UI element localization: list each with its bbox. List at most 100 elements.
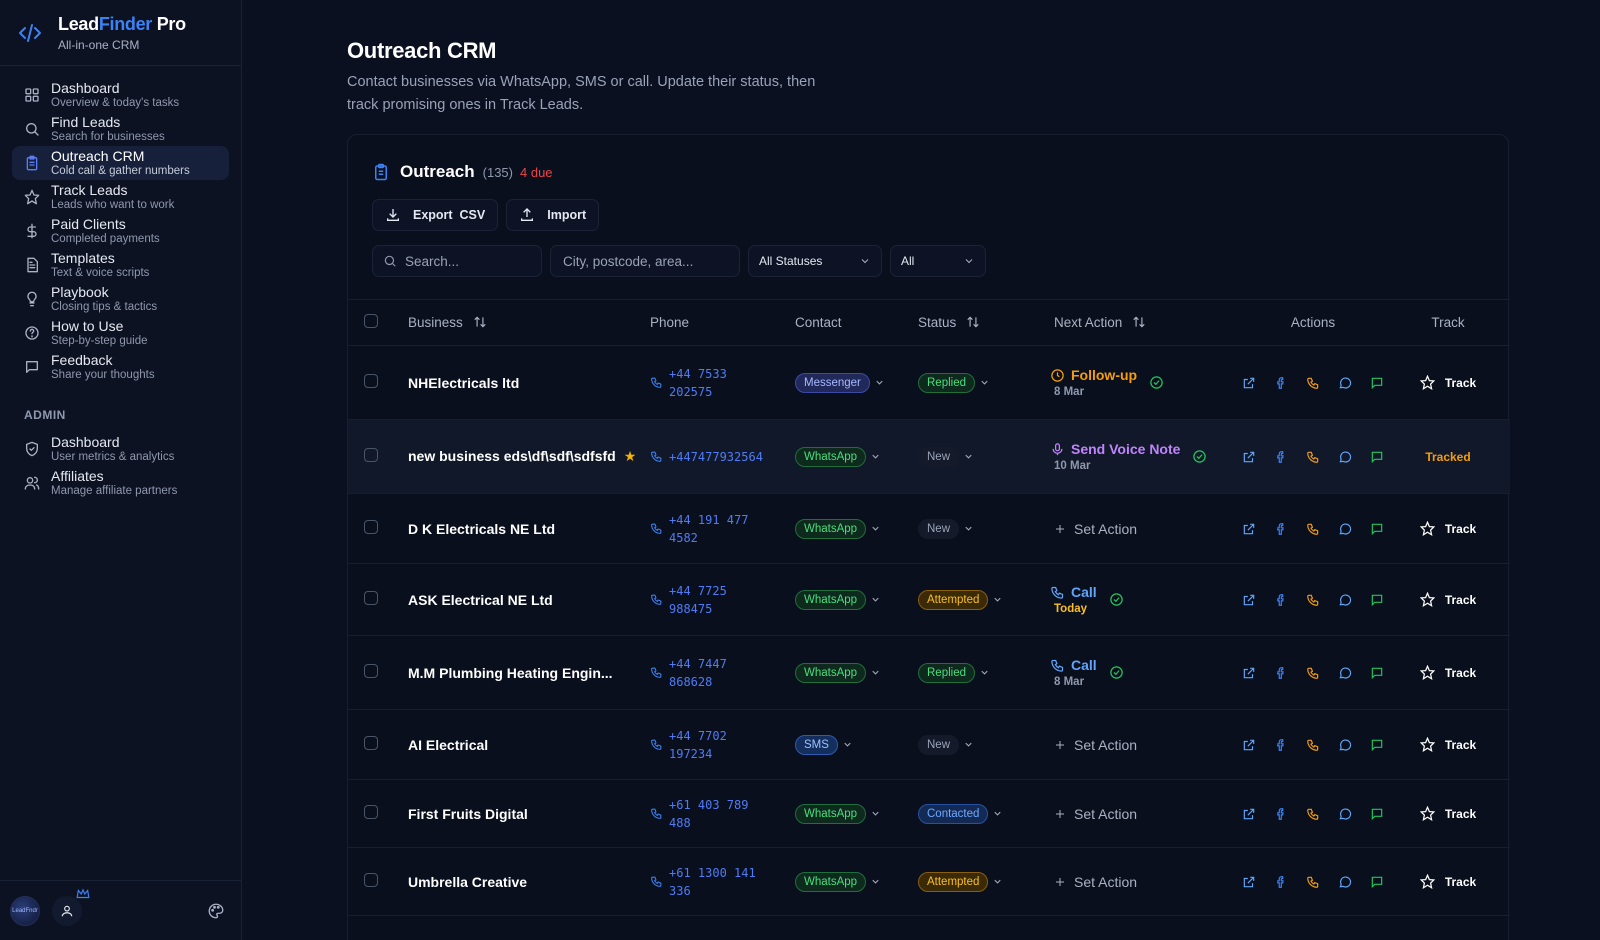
phone-link[interactable]: +44 7533 202575 bbox=[650, 365, 795, 401]
whatsapp-icon[interactable] bbox=[1338, 522, 1352, 536]
phone-link[interactable]: +44 7702 197234 bbox=[650, 727, 795, 763]
table-row[interactable]: ASK Electrical NE Ltd +44 7725 988475 What… bbox=[348, 563, 1510, 636]
status-badge[interactable]: New bbox=[918, 518, 960, 539]
track-button[interactable]: Track bbox=[1386, 806, 1510, 821]
facebook-icon[interactable] bbox=[1274, 738, 1288, 752]
business-name[interactable]: Umbrella Creative bbox=[408, 873, 528, 890]
phone-link[interactable]: +44 7447 868628 bbox=[650, 655, 795, 691]
status-badge[interactable]: Replied bbox=[918, 372, 975, 393]
contact-method-badge[interactable]: WhatsApp bbox=[795, 803, 867, 824]
next-action-button[interactable]: Follow-up bbox=[1050, 367, 1137, 383]
external-link-icon[interactable] bbox=[1242, 738, 1256, 752]
business-name[interactable]: new business eds\df\sdf\sdfsfd bbox=[408, 448, 616, 464]
track-button[interactable]: Track bbox=[1386, 521, 1510, 536]
brand-name[interactable]: LeadFinder Pro bbox=[58, 13, 186, 34]
row-checkbox[interactable] bbox=[364, 805, 378, 819]
sms-icon[interactable] bbox=[1370, 738, 1384, 752]
facebook-icon[interactable] bbox=[1274, 522, 1288, 536]
phone-link[interactable]: +447477932564 bbox=[650, 448, 795, 466]
due-badge[interactable]: 4 due bbox=[520, 164, 553, 180]
business-name[interactable]: M.M Plumbing Heating Engin... bbox=[408, 664, 613, 681]
sidebar-item-track-leads[interactable]: Track Leads Leads who want to work bbox=[12, 180, 229, 214]
sms-icon[interactable] bbox=[1370, 522, 1384, 536]
sidebar-item-dashboard[interactable]: Dashboard Overview & today's tasks bbox=[12, 78, 229, 112]
external-link-icon[interactable] bbox=[1242, 450, 1256, 464]
status-badge[interactable]: New bbox=[918, 446, 960, 467]
call-icon[interactable] bbox=[1306, 875, 1320, 889]
track-button[interactable]: Track bbox=[1386, 592, 1510, 607]
table-row[interactable]: new business eds\df\sdf\sdfsfd ★ +44747793… bbox=[348, 419, 1510, 494]
facebook-icon[interactable] bbox=[1274, 807, 1288, 821]
call-icon[interactable] bbox=[1306, 666, 1320, 680]
track-button[interactable]: Track bbox=[1386, 375, 1510, 390]
phone-link[interactable]: +44 191 477 4582 bbox=[650, 511, 795, 547]
export-csv-button[interactable]: Export CSV bbox=[372, 199, 499, 231]
business-name[interactable]: First Fruits Digital bbox=[408, 805, 528, 822]
sidebar-item-paid-clients[interactable]: Paid Clients Completed payments bbox=[12, 214, 229, 248]
table-row[interactable]: M.M Plumbing Heating Engin... +44 7447 86… bbox=[348, 635, 1510, 710]
row-checkbox[interactable] bbox=[364, 591, 378, 605]
row-checkbox[interactable] bbox=[364, 873, 378, 887]
business-name[interactable]: AI Electrical bbox=[408, 736, 489, 753]
status-badge[interactable]: Attempted bbox=[918, 589, 989, 610]
facebook-icon[interactable] bbox=[1274, 875, 1288, 889]
call-icon[interactable] bbox=[1306, 593, 1320, 607]
location-input[interactable]: City, postcode, area... bbox=[550, 245, 740, 277]
palette-icon[interactable] bbox=[207, 902, 225, 920]
whatsapp-icon[interactable] bbox=[1338, 738, 1352, 752]
contact-method-badge[interactable]: Messenger bbox=[795, 372, 870, 393]
facebook-icon[interactable] bbox=[1274, 450, 1288, 464]
sms-icon[interactable] bbox=[1370, 376, 1384, 390]
contact-method-badge[interactable]: WhatsApp bbox=[795, 518, 867, 539]
whatsapp-icon[interactable] bbox=[1338, 807, 1352, 821]
table-row[interactable]: First Fruits Digital +61 403 789 488 Whats… bbox=[348, 779, 1510, 848]
check-circle-icon[interactable] bbox=[1149, 375, 1164, 390]
call-icon[interactable] bbox=[1306, 738, 1320, 752]
facebook-icon[interactable] bbox=[1274, 593, 1288, 607]
track-button[interactable]: Track bbox=[1386, 737, 1510, 752]
business-name[interactable]: D K Electricals NE Ltd bbox=[408, 520, 556, 537]
sms-icon[interactable] bbox=[1370, 450, 1384, 464]
status-badge[interactable]: New bbox=[918, 734, 960, 755]
contact-method-badge[interactable]: WhatsApp bbox=[795, 871, 867, 892]
track-button[interactable]: Track bbox=[1386, 874, 1510, 889]
sidebar-item-outreach-crm[interactable]: Outreach CRM Cold call & gather numbers bbox=[12, 146, 229, 180]
row-checkbox[interactable] bbox=[364, 520, 378, 534]
status-badge[interactable]: Replied bbox=[918, 662, 975, 683]
whatsapp-icon[interactable] bbox=[1338, 666, 1352, 680]
set-action-button[interactable]: Set Action bbox=[1050, 874, 1240, 890]
table-row[interactable]: D K Electricals NE Ltd +44 191 477 4582 Wh… bbox=[348, 493, 1510, 564]
workspace-avatar[interactable]: LeadFndr bbox=[10, 895, 40, 926]
sidebar-item-affiliates[interactable]: Affiliates Manage affiliate partners bbox=[12, 466, 229, 500]
whatsapp-icon[interactable] bbox=[1338, 450, 1352, 464]
whatsapp-icon[interactable] bbox=[1338, 875, 1352, 889]
next-action-button[interactable]: Call bbox=[1050, 584, 1097, 600]
status-filter-select[interactable]: All Statuses bbox=[748, 245, 882, 277]
track-button[interactable]: Track bbox=[1386, 665, 1510, 680]
call-icon[interactable] bbox=[1306, 450, 1320, 464]
phone-link[interactable]: +44 7725 988475 bbox=[650, 582, 795, 618]
next-action-button[interactable]: Call bbox=[1050, 657, 1097, 673]
select-all-checkbox[interactable] bbox=[364, 314, 378, 328]
table-row[interactable]: Umbrella Creative +61 1300 141 336 WhatsAp… bbox=[348, 847, 1510, 916]
external-link-icon[interactable] bbox=[1242, 522, 1256, 536]
call-icon[interactable] bbox=[1306, 522, 1320, 536]
external-link-icon[interactable] bbox=[1242, 666, 1256, 680]
set-action-button[interactable]: Set Action bbox=[1050, 806, 1240, 822]
contact-method-badge[interactable]: SMS bbox=[795, 734, 838, 755]
sidebar-item-how-to-use[interactable]: How to Use Step-by-step guide bbox=[12, 316, 229, 350]
search-input[interactable]: Search... bbox=[372, 245, 542, 277]
external-link-icon[interactable] bbox=[1242, 875, 1256, 889]
col-next-action[interactable]: Next Action bbox=[1050, 300, 1240, 346]
whatsapp-icon[interactable] bbox=[1338, 593, 1352, 607]
external-link-icon[interactable] bbox=[1242, 593, 1256, 607]
whatsapp-icon[interactable] bbox=[1338, 376, 1352, 390]
table-row[interactable]: NHElectricals ltd +44 7533 202575 Messenge… bbox=[348, 345, 1510, 420]
facebook-icon[interactable] bbox=[1274, 666, 1288, 680]
tracked-label[interactable]: Tracked bbox=[1425, 449, 1471, 464]
row-checkbox[interactable] bbox=[364, 664, 378, 678]
business-name[interactable]: NHElectricals ltd bbox=[408, 374, 520, 391]
sidebar-item-playbook[interactable]: Playbook Closing tips & tactics bbox=[12, 282, 229, 316]
sidebar-item-find-leads[interactable]: Find Leads Search for businesses bbox=[12, 112, 229, 146]
business-name[interactable]: ASK Electrical NE Ltd bbox=[408, 591, 553, 608]
